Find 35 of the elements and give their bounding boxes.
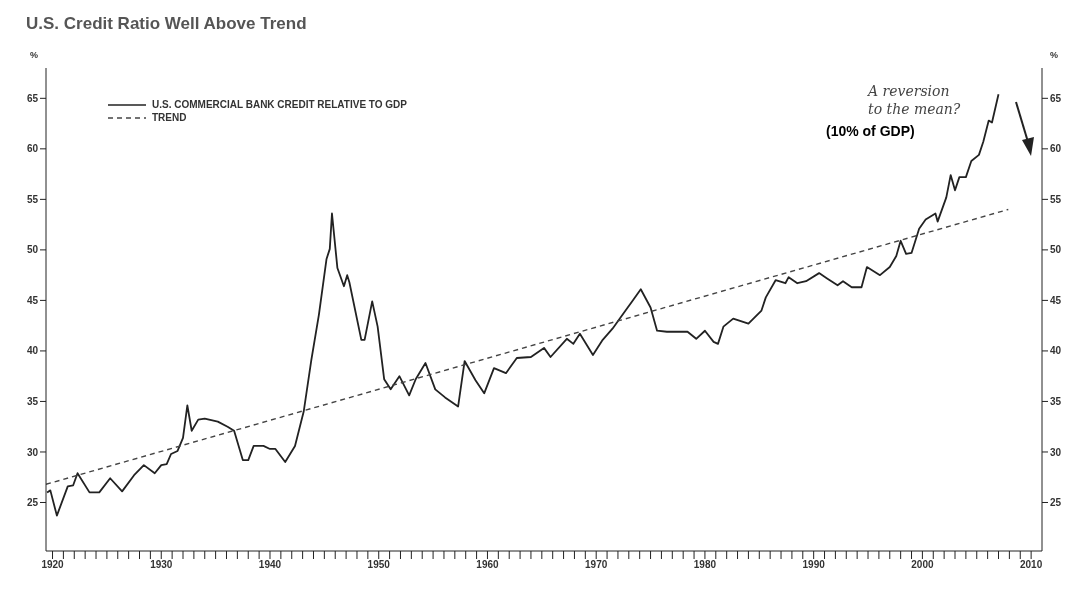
y2-axis-title: % xyxy=(1049,50,1058,60)
y-tick-label: 65 xyxy=(26,92,39,104)
y2-tick-label: 55 xyxy=(1050,193,1062,205)
x-tick-label: 1940 xyxy=(258,559,282,571)
y2-tick-label: 60 xyxy=(1050,143,1062,155)
x-tick-label: 1920 xyxy=(41,559,65,571)
y2-tick-label: 35 xyxy=(1050,396,1062,407)
x-tick-label: 1990 xyxy=(802,559,826,571)
legend-label: TREND xyxy=(152,112,187,123)
y2-tick-label: 45 xyxy=(1050,294,1062,306)
y2-tick-label: 50 xyxy=(1050,244,1062,256)
y-tick-label: 40 xyxy=(26,345,39,357)
y-tick-label: 55 xyxy=(26,193,39,205)
legend-label: U.S. COMMERCIAL BANK CREDIT RELATIVE TO GDP xyxy=(152,99,408,110)
x-tick-label: 1930 xyxy=(150,559,173,571)
y-tick-label: 50 xyxy=(26,244,39,256)
y2-tick-label: 30 xyxy=(1050,446,1062,458)
y2-tick-label: 65 xyxy=(1050,92,1062,104)
x-tick-label: 1980 xyxy=(693,559,717,571)
y2-tick-label: 40 xyxy=(1050,345,1062,357)
x-tick-label: 1950 xyxy=(367,559,391,571)
y-axis-title: % xyxy=(30,50,39,60)
x-tick-label: 2010 xyxy=(1020,559,1043,571)
y2-tick-label: 25 xyxy=(1050,497,1062,509)
annotation: (10% of GDP) xyxy=(826,123,915,139)
y-tick-label: 45 xyxy=(26,294,39,306)
y-tick-label: 30 xyxy=(26,446,39,458)
y-tick-label: 60 xyxy=(26,143,39,155)
x-tick-label: 1970 xyxy=(585,559,608,571)
annotation: A reversion to the mean? xyxy=(868,82,961,118)
y-tick-label: 35 xyxy=(26,396,39,407)
x-tick-label: 1960 xyxy=(476,559,500,571)
y-tick-label: 25 xyxy=(26,497,39,509)
x-tick-label: 2000 xyxy=(911,559,934,571)
chart-title: U.S. Credit Ratio Well Above Trend xyxy=(26,14,307,34)
